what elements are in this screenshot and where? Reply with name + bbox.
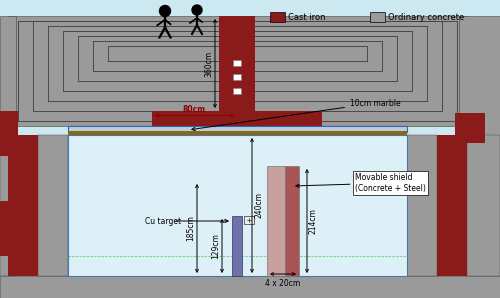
- Text: 129cm: 129cm: [211, 233, 220, 259]
- Bar: [93, 41, 382, 71]
- Bar: [459, 16, 500, 136]
- Bar: [233, 88, 241, 94]
- Bar: [152, 111, 322, 126]
- Bar: [108, 46, 367, 61]
- Text: Cast iron: Cast iron: [288, 13, 326, 21]
- Bar: [68, 126, 407, 132]
- Bar: [0, 276, 500, 298]
- Bar: [455, 113, 485, 143]
- Bar: [48, 26, 427, 101]
- Bar: [108, 46, 367, 61]
- Text: Ordinary concrete: Ordinary concrete: [388, 13, 464, 21]
- Bar: [63, 31, 412, 91]
- Bar: [233, 60, 241, 66]
- Bar: [0, 135, 16, 276]
- Text: 214cm: 214cm: [309, 208, 318, 234]
- Circle shape: [192, 5, 202, 15]
- Bar: [18, 21, 457, 121]
- Bar: [68, 135, 407, 276]
- Bar: [0, 16, 16, 156]
- Bar: [467, 135, 500, 276]
- Text: Movable shield
(Concrete + Steel): Movable shield (Concrete + Steel): [296, 173, 426, 193]
- Bar: [219, 16, 255, 126]
- Text: 240cm: 240cm: [254, 193, 263, 218]
- Bar: [437, 135, 467, 276]
- Bar: [244, 216, 254, 224]
- Text: 10cm marble: 10cm marble: [192, 99, 400, 131]
- Bar: [0, 201, 18, 256]
- Text: Cu target: Cu target: [145, 217, 181, 226]
- Bar: [232, 216, 242, 276]
- Circle shape: [160, 5, 170, 16]
- Bar: [8, 135, 38, 276]
- Bar: [407, 135, 437, 276]
- Bar: [267, 166, 285, 276]
- Bar: [93, 41, 382, 71]
- Bar: [78, 36, 397, 81]
- Bar: [8, 16, 467, 126]
- Bar: [33, 21, 442, 111]
- Bar: [18, 21, 457, 121]
- Bar: [63, 31, 412, 91]
- Bar: [33, 21, 442, 111]
- Text: 360cm: 360cm: [204, 50, 213, 77]
- Bar: [270, 12, 285, 22]
- Bar: [68, 131, 407, 135]
- Bar: [38, 135, 68, 276]
- Bar: [78, 36, 397, 81]
- Bar: [48, 26, 427, 101]
- Bar: [370, 12, 385, 22]
- Bar: [285, 166, 299, 276]
- Text: 80cm: 80cm: [183, 105, 206, 114]
- Bar: [0, 111, 18, 156]
- Bar: [233, 74, 241, 80]
- Text: 4 x 20cm: 4 x 20cm: [266, 279, 300, 288]
- Text: 185cm: 185cm: [186, 215, 195, 241]
